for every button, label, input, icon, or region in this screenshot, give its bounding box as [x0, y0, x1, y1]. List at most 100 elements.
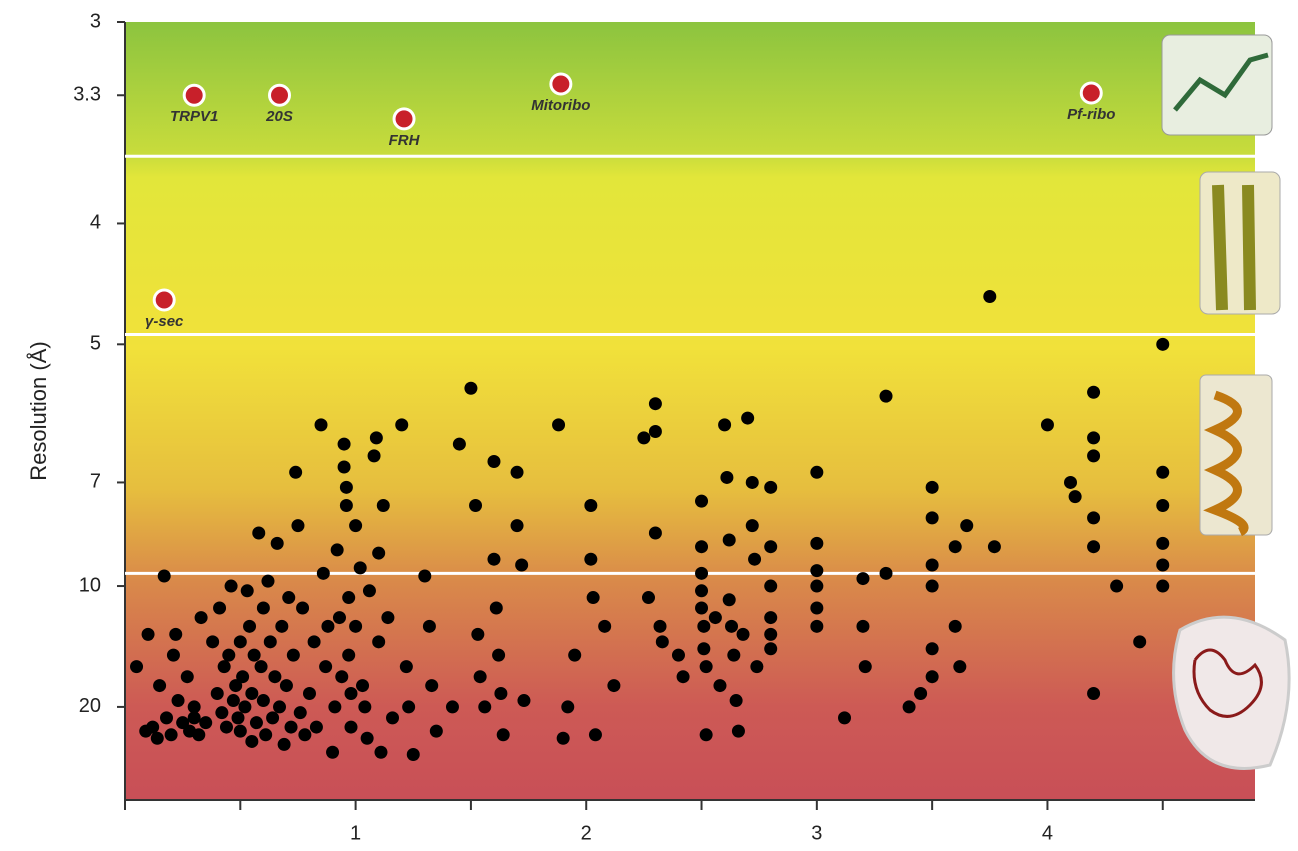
- point: [729, 694, 743, 708]
- highlight-point: [182, 83, 206, 107]
- point: [171, 694, 185, 708]
- point: [291, 519, 305, 533]
- point: [695, 601, 709, 615]
- point: [695, 494, 709, 508]
- point: [810, 619, 824, 633]
- point: [487, 552, 501, 566]
- point: [273, 700, 287, 714]
- point: [277, 737, 291, 751]
- point: [741, 411, 755, 425]
- point: [641, 591, 655, 605]
- y-tick-label: 5: [90, 333, 101, 355]
- x-tick-label: 1: [350, 822, 361, 844]
- highlight-label: FRH: [389, 132, 421, 149]
- point: [1156, 337, 1170, 351]
- y-tick-label: 7: [90, 471, 101, 493]
- point: [987, 540, 1001, 554]
- point: [720, 470, 734, 484]
- structure-icons: [1161, 34, 1291, 770]
- point: [349, 519, 363, 533]
- point: [233, 724, 247, 738]
- point: [478, 700, 492, 714]
- point: [372, 546, 386, 560]
- icon-sheet-strands: [1212, 184, 1256, 311]
- point: [948, 540, 962, 554]
- point: [1087, 511, 1101, 525]
- point: [194, 611, 208, 625]
- point: [1156, 465, 1170, 479]
- point: [229, 679, 243, 693]
- point: [487, 455, 501, 469]
- point: [1068, 490, 1082, 504]
- point: [517, 694, 531, 708]
- point: [402, 700, 416, 714]
- point: [1087, 540, 1101, 554]
- point: [473, 670, 487, 684]
- point: [671, 648, 685, 662]
- point: [960, 519, 974, 533]
- point: [1064, 475, 1078, 489]
- point: [270, 536, 284, 550]
- point: [337, 460, 351, 474]
- point: [353, 561, 367, 575]
- point: [452, 437, 466, 451]
- point: [748, 552, 762, 566]
- point: [342, 648, 356, 662]
- point: [344, 720, 358, 734]
- point: [598, 619, 612, 633]
- point: [199, 716, 213, 730]
- point: [764, 480, 778, 494]
- point: [192, 728, 206, 742]
- point: [736, 627, 750, 641]
- point: [902, 700, 916, 714]
- point: [240, 584, 254, 598]
- point: [607, 679, 621, 693]
- point: [286, 648, 300, 662]
- point: [316, 566, 330, 580]
- point: [284, 720, 298, 734]
- point: [810, 601, 824, 615]
- point: [731, 724, 745, 738]
- point: [224, 579, 238, 593]
- point: [249, 716, 263, 730]
- point: [510, 465, 524, 479]
- point: [219, 720, 233, 734]
- point: [130, 660, 144, 674]
- point: [1040, 418, 1054, 432]
- icon-atomic: [1161, 34, 1273, 136]
- point: [146, 720, 160, 734]
- point: [676, 670, 690, 684]
- y-tick-label: 3: [90, 10, 101, 32]
- point: [222, 648, 236, 662]
- point: [395, 418, 409, 432]
- point: [489, 601, 503, 615]
- point: [256, 694, 270, 708]
- point: [231, 711, 245, 725]
- point: [180, 670, 194, 684]
- icon-blob: [1172, 615, 1291, 770]
- icon-blob-trace: [1192, 648, 1263, 718]
- point: [245, 734, 259, 748]
- point: [764, 611, 778, 625]
- point: [386, 711, 400, 725]
- point: [653, 619, 667, 633]
- highlight-point: [392, 107, 416, 131]
- point: [810, 564, 824, 578]
- point: [335, 670, 349, 684]
- point: [309, 720, 323, 734]
- point: [326, 745, 340, 759]
- point: [213, 601, 227, 615]
- highlight-point: [549, 72, 573, 96]
- point: [344, 686, 358, 700]
- point: [1156, 498, 1170, 512]
- point: [243, 619, 257, 633]
- point: [745, 475, 759, 489]
- point: [925, 480, 939, 494]
- point: [953, 660, 967, 674]
- point: [556, 731, 570, 745]
- y-tick-label: 20: [79, 695, 101, 717]
- point: [713, 679, 727, 693]
- y-axis-title: Resolution (Å): [26, 341, 51, 480]
- point: [153, 679, 167, 693]
